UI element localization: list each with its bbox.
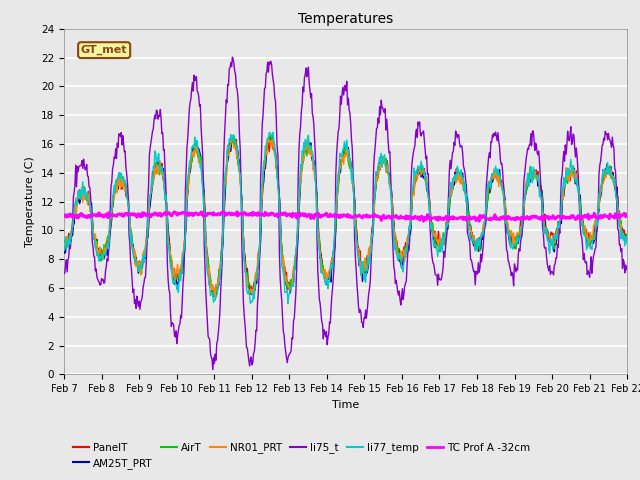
- Line: li77_temp: li77_temp: [64, 132, 627, 303]
- li75_t: [432, 272, 440, 278]
- li75_t: [128, 277, 136, 283]
- Legend: PanelT, AM25T_PRT, AirT, NR01_PRT, li75_t, li77_temp, TC Prof A -32cm: PanelT, AM25T_PRT, AirT, NR01_PRT, li75_…: [69, 438, 534, 473]
- NR01_PRT: [216, 264, 224, 270]
- li75_t: [228, 54, 236, 60]
- li75_t: [209, 367, 217, 372]
- AirT: [416, 168, 424, 174]
- li77_temp: [269, 130, 277, 135]
- NR01_PRT: [228, 132, 236, 138]
- AirT: [216, 272, 224, 277]
- Y-axis label: Temperature (C): Temperature (C): [26, 156, 35, 247]
- PanelT: [416, 169, 424, 175]
- NR01_PRT: [128, 247, 136, 252]
- li77_temp: [215, 280, 223, 286]
- PanelT: [211, 291, 219, 297]
- AirT: [128, 235, 136, 241]
- PanelT: [623, 234, 631, 240]
- NR01_PRT: [186, 169, 193, 175]
- NR01_PRT: [60, 246, 68, 252]
- Line: TC Prof A -32cm: TC Prof A -32cm: [64, 212, 627, 221]
- TC Prof A -32cm: [128, 212, 136, 218]
- Title: Temperatures: Temperatures: [298, 12, 393, 26]
- X-axis label: Time: Time: [332, 400, 359, 409]
- TC Prof A -32cm: [219, 209, 227, 215]
- li75_t: [186, 107, 193, 112]
- PanelT: [269, 133, 276, 139]
- Text: GT_met: GT_met: [81, 45, 127, 55]
- TC Prof A -32cm: [215, 211, 223, 216]
- TC Prof A -32cm: [623, 213, 631, 218]
- NR01_PRT: [432, 234, 440, 240]
- NR01_PRT: [416, 166, 424, 172]
- PanelT: [186, 174, 193, 180]
- li75_t: [416, 119, 424, 125]
- TC Prof A -32cm: [70, 213, 78, 218]
- AirT: [210, 293, 218, 299]
- PanelT: [432, 238, 440, 244]
- AirT: [60, 240, 68, 245]
- Line: NR01_PRT: NR01_PRT: [64, 135, 627, 297]
- li77_temp: [416, 168, 424, 174]
- AirT: [432, 241, 440, 247]
- AM25T_PRT: [186, 165, 193, 170]
- PanelT: [216, 269, 224, 275]
- Line: li75_t: li75_t: [64, 57, 627, 370]
- AirT: [186, 172, 193, 178]
- TC Prof A -32cm: [432, 216, 440, 222]
- li77_temp: [284, 300, 292, 306]
- NR01_PRT: [70, 210, 78, 216]
- AM25T_PRT: [211, 294, 218, 300]
- li77_temp: [432, 243, 440, 249]
- TC Prof A -32cm: [420, 218, 428, 224]
- PanelT: [60, 238, 68, 244]
- li75_t: [216, 310, 224, 316]
- TC Prof A -32cm: [186, 212, 193, 218]
- AirT: [70, 202, 78, 208]
- AM25T_PRT: [128, 243, 136, 249]
- AM25T_PRT: [60, 243, 68, 249]
- AM25T_PRT: [216, 273, 224, 278]
- li77_temp: [70, 206, 78, 212]
- li77_temp: [128, 246, 136, 252]
- li77_temp: [623, 240, 631, 246]
- NR01_PRT: [211, 294, 219, 300]
- li77_temp: [186, 161, 193, 167]
- PanelT: [70, 217, 78, 223]
- NR01_PRT: [623, 236, 631, 242]
- AM25T_PRT: [416, 171, 424, 177]
- TC Prof A -32cm: [415, 215, 422, 220]
- li75_t: [60, 271, 68, 276]
- li75_t: [623, 267, 631, 273]
- Line: AirT: AirT: [64, 135, 627, 296]
- li75_t: [70, 189, 78, 195]
- AirT: [266, 132, 274, 138]
- PanelT: [128, 238, 136, 243]
- AM25T_PRT: [623, 236, 631, 242]
- AM25T_PRT: [70, 221, 78, 227]
- Line: AM25T_PRT: AM25T_PRT: [64, 134, 627, 297]
- AM25T_PRT: [269, 132, 276, 137]
- li77_temp: [60, 248, 68, 253]
- AM25T_PRT: [432, 240, 440, 245]
- Line: PanelT: PanelT: [64, 136, 627, 294]
- TC Prof A -32cm: [60, 213, 68, 219]
- AirT: [623, 234, 631, 240]
